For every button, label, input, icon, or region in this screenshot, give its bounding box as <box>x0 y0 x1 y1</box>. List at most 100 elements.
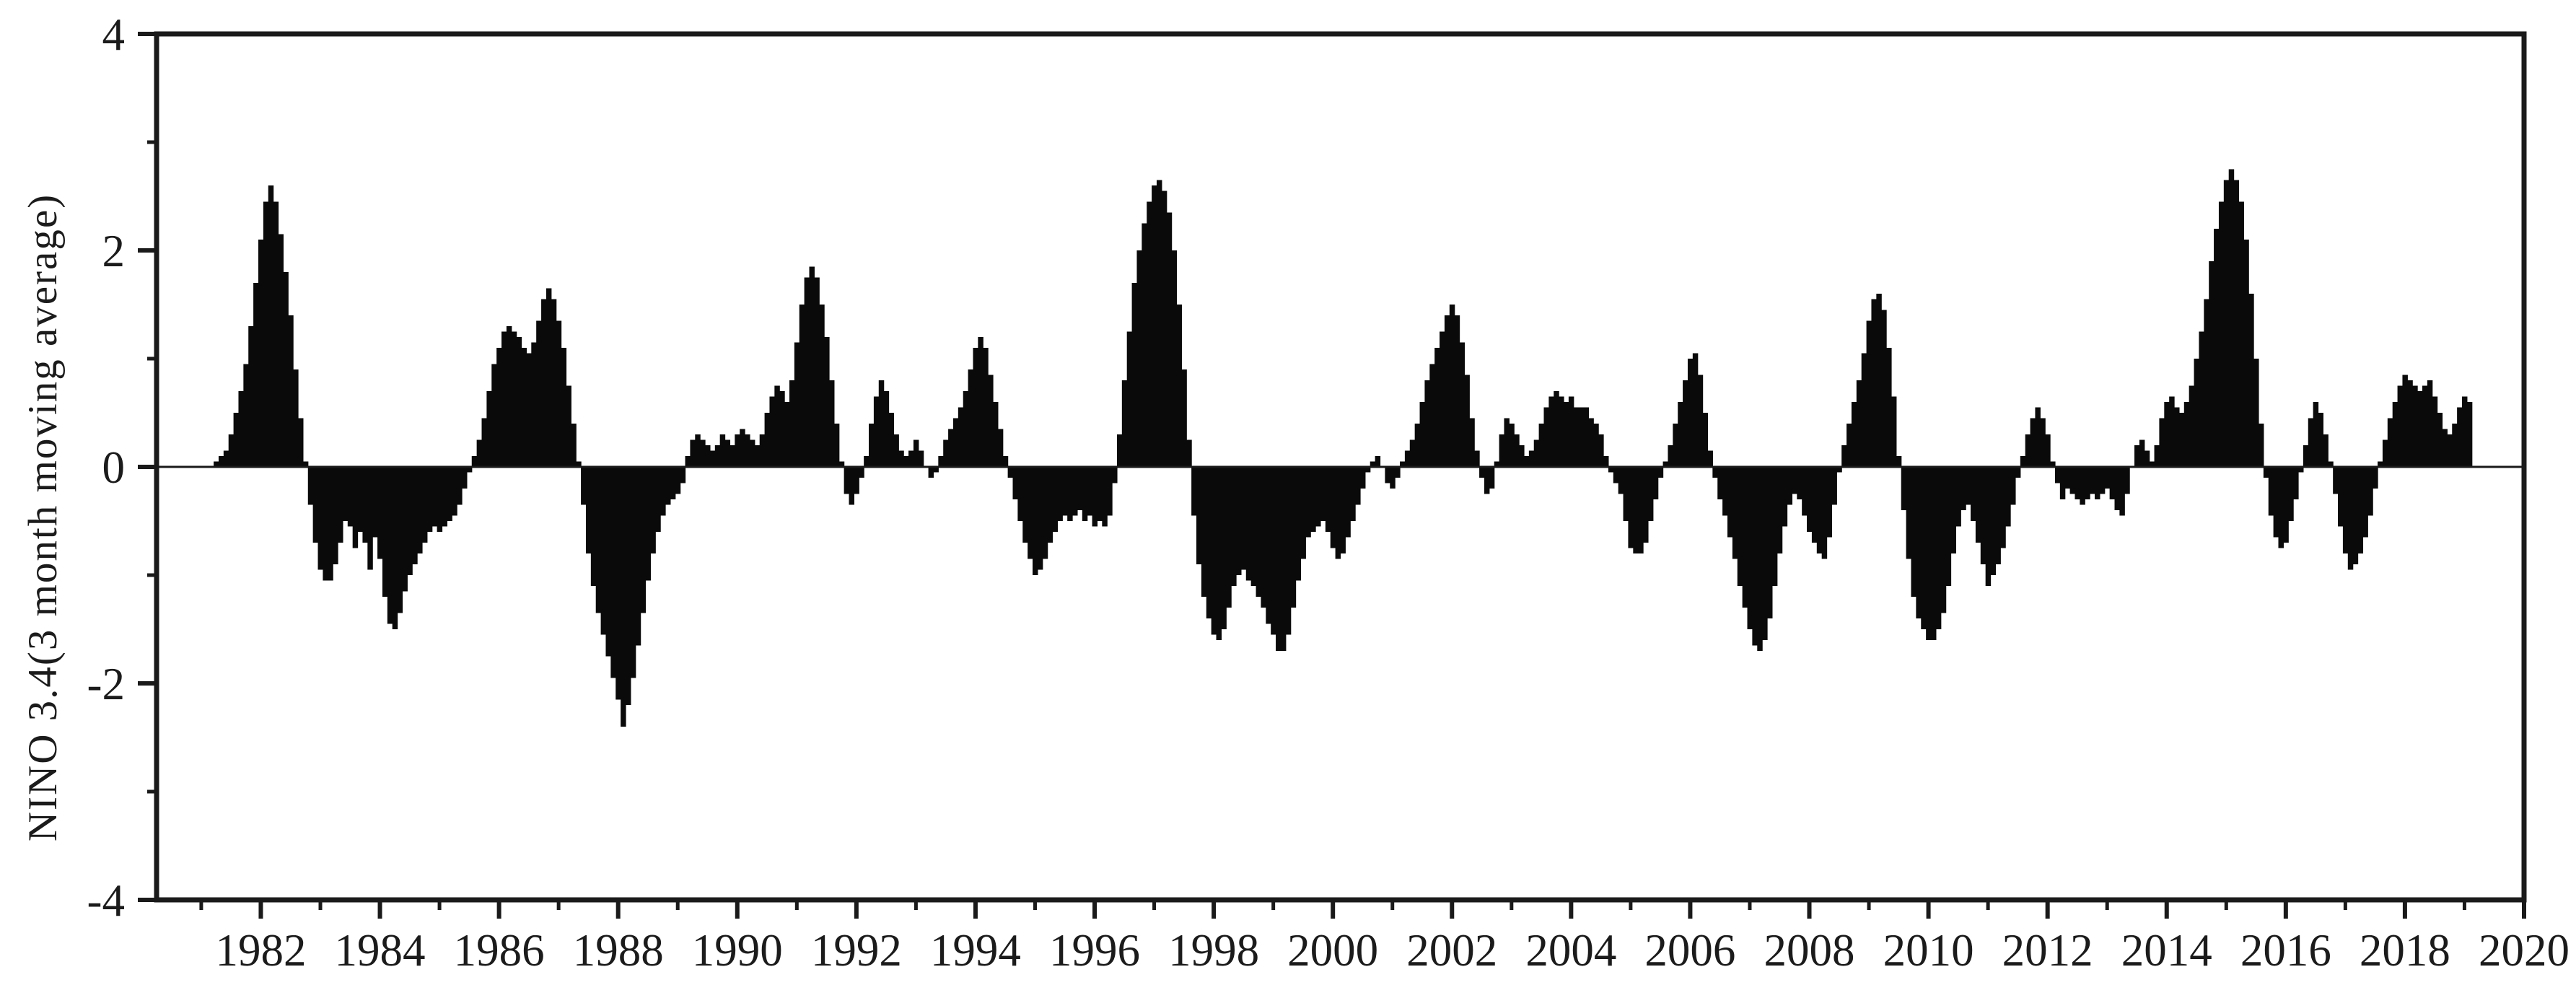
bar <box>2387 418 2393 467</box>
bar <box>769 396 775 467</box>
bar <box>2338 467 2344 527</box>
bar <box>2427 380 2433 467</box>
bar <box>670 467 676 499</box>
bar <box>1028 467 1033 559</box>
bar <box>417 467 423 553</box>
bar <box>784 402 790 467</box>
bar <box>2124 467 2130 494</box>
bar <box>1712 467 1718 478</box>
bar <box>551 299 557 467</box>
bar <box>1310 467 1316 532</box>
bar <box>338 467 343 543</box>
bar <box>1906 467 1912 559</box>
bar <box>2010 467 2016 505</box>
bar <box>1871 299 1877 467</box>
bar <box>1236 467 1242 575</box>
bar <box>1568 396 1574 467</box>
bar <box>506 326 512 467</box>
bar <box>2154 445 2160 467</box>
bar <box>2228 169 2235 467</box>
bar <box>1588 418 1594 467</box>
bar <box>1002 456 1009 467</box>
bar <box>397 467 403 613</box>
bar <box>1821 467 1828 559</box>
bar <box>1037 467 1043 570</box>
bar <box>2194 359 2200 467</box>
bar <box>714 445 721 467</box>
bar <box>2243 240 2249 467</box>
bar <box>1340 467 1346 553</box>
bar <box>1777 467 1783 553</box>
bar <box>908 450 914 467</box>
bar <box>1692 353 1699 467</box>
bar <box>1126 331 1133 467</box>
bar <box>1072 467 1078 516</box>
bar <box>1414 424 1421 467</box>
x-tick-label: 2002 <box>1406 925 1497 976</box>
bar <box>283 272 289 467</box>
y-tick-labels: -4 -2 0 2 4 <box>87 9 125 926</box>
bar <box>1459 342 1466 467</box>
bar <box>576 461 582 467</box>
bar <box>943 439 949 467</box>
bar <box>1419 402 1426 467</box>
bar <box>878 380 885 467</box>
bar <box>1886 348 1892 467</box>
bar <box>610 467 616 678</box>
bar <box>1092 467 1098 527</box>
bar <box>2402 375 2408 467</box>
bar <box>1112 467 1118 483</box>
bar <box>2045 434 2051 467</box>
bar <box>1985 467 1992 586</box>
y-axis-ticks <box>138 32 157 902</box>
bar <box>1171 250 1178 467</box>
bar <box>2273 467 2279 538</box>
bar <box>546 288 552 467</box>
bar <box>392 467 398 629</box>
bar <box>243 364 249 467</box>
bar <box>1722 467 1728 516</box>
bar <box>2457 407 2463 467</box>
bar <box>1955 467 1961 527</box>
bar <box>849 467 854 505</box>
bar <box>323 467 328 581</box>
bar <box>486 391 492 467</box>
bar <box>903 456 909 467</box>
bar <box>724 439 731 467</box>
bar <box>2412 385 2418 467</box>
x-tick-label: 2004 <box>1525 925 1616 976</box>
bar <box>1533 439 1540 467</box>
bar <box>1846 424 1852 467</box>
bar <box>1797 467 1802 499</box>
bar <box>1652 467 1659 499</box>
bar <box>2342 467 2349 553</box>
bar-series <box>214 169 2473 727</box>
bar <box>1359 467 1366 489</box>
bar <box>431 467 438 527</box>
bar <box>2090 467 2095 494</box>
bar <box>412 467 418 564</box>
bar <box>645 467 651 581</box>
y-tick-label: 2 <box>102 226 126 276</box>
bar <box>457 467 463 505</box>
bar <box>2178 413 2185 467</box>
bar <box>2407 380 2413 467</box>
bar <box>1007 467 1014 478</box>
x-tick-label: 1982 <box>215 925 306 976</box>
bar <box>357 467 364 532</box>
bar <box>675 467 681 494</box>
bar <box>2080 467 2085 505</box>
bar <box>278 234 284 467</box>
bar <box>2020 456 2026 467</box>
bar <box>938 456 944 467</box>
bar <box>2183 402 2190 467</box>
bar <box>1980 467 1986 564</box>
bar <box>898 450 904 467</box>
bar <box>1678 402 1683 467</box>
bar <box>1454 315 1460 467</box>
bar <box>1181 369 1187 467</box>
bar <box>1067 467 1073 521</box>
bar <box>1022 467 1028 543</box>
bar <box>1851 402 1857 467</box>
